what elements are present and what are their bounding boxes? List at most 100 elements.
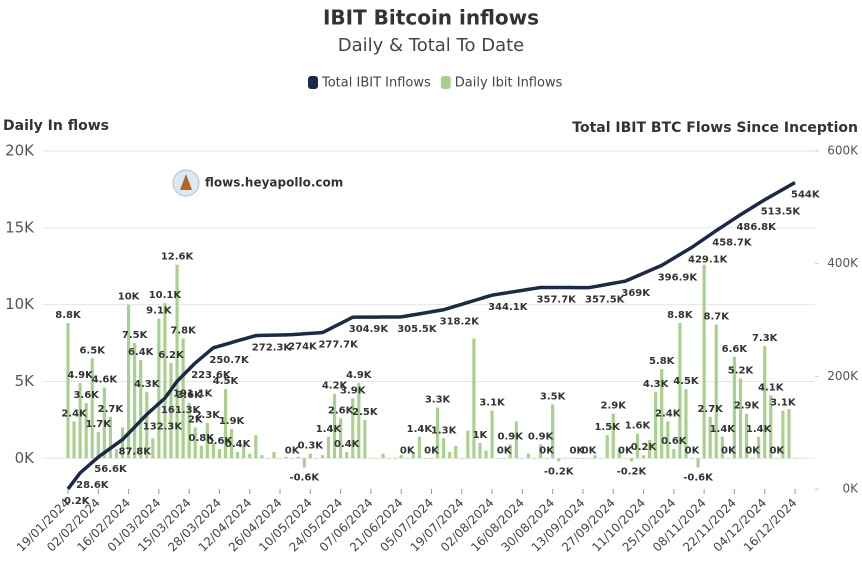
data-label: 4.9K xyxy=(346,370,373,381)
data-label: 2.6K xyxy=(328,405,355,416)
bar xyxy=(169,363,173,459)
bar xyxy=(684,389,688,459)
bar xyxy=(593,455,597,459)
bar xyxy=(248,453,252,459)
bar xyxy=(738,378,743,459)
data-label: 8.8K xyxy=(55,310,82,321)
data-label: 0K xyxy=(539,445,555,456)
data-label: 4.5K xyxy=(213,376,240,387)
data-label: 2.4K xyxy=(61,408,88,419)
bar xyxy=(211,442,215,459)
data-label: 3.5K xyxy=(540,392,567,403)
data-label: 0K xyxy=(285,445,301,456)
bar xyxy=(744,413,749,459)
y-tick-label: 5K xyxy=(15,372,36,390)
data-label: 2.3K xyxy=(195,410,222,421)
bar xyxy=(708,416,712,459)
data-label: 1.6K xyxy=(625,421,652,432)
data-label: 1.4K xyxy=(316,424,343,435)
data-label: 161.3K xyxy=(161,405,202,416)
bar xyxy=(629,458,634,462)
data-label: 5.2K xyxy=(728,365,755,376)
bar xyxy=(284,456,288,459)
bar xyxy=(363,419,367,459)
bar xyxy=(569,458,573,459)
data-label: 1.5K xyxy=(594,422,621,433)
bar xyxy=(648,439,652,459)
data-label: 0K xyxy=(685,445,701,456)
data-label: 0K xyxy=(618,445,634,456)
bar xyxy=(750,458,755,459)
y2-tick-label: 400K xyxy=(827,256,859,270)
bar xyxy=(332,393,337,459)
bar xyxy=(484,450,488,459)
bar xyxy=(714,324,718,459)
bar xyxy=(605,435,609,459)
bar xyxy=(193,427,197,459)
data-label: 6.6K xyxy=(722,344,749,355)
y2-axis-title: Total IBIT BTC Flows Since Inception xyxy=(572,120,858,136)
data-label: 1K xyxy=(473,430,489,441)
data-label: 357.7K xyxy=(537,294,578,305)
data-label: 4.5K xyxy=(673,376,700,387)
bar xyxy=(320,455,325,459)
bar xyxy=(369,458,373,459)
bar xyxy=(223,389,228,459)
bar xyxy=(242,445,246,459)
bar xyxy=(411,452,415,459)
data-label: 4.6K xyxy=(92,375,119,386)
bar xyxy=(229,429,234,459)
data-label: 8.8K xyxy=(667,310,694,321)
bar xyxy=(508,444,512,459)
bar xyxy=(102,387,106,459)
bar xyxy=(90,358,94,459)
bar xyxy=(205,422,209,459)
bar xyxy=(678,323,682,459)
bar xyxy=(769,395,773,459)
bar xyxy=(775,458,779,459)
bar xyxy=(145,392,149,459)
data-label: 0.2K xyxy=(631,442,658,453)
bar xyxy=(345,452,349,459)
bar xyxy=(351,398,355,459)
data-label: 7.8K xyxy=(170,325,197,336)
bar xyxy=(654,392,658,459)
bar xyxy=(563,458,567,459)
bar xyxy=(278,458,282,459)
bar xyxy=(381,453,385,459)
y-tick-label: 20K xyxy=(5,142,35,160)
bar xyxy=(696,458,700,468)
bar xyxy=(139,359,143,459)
bar xyxy=(272,452,276,459)
data-label: 0K xyxy=(424,445,440,456)
data-label: 272.3K xyxy=(252,343,293,354)
data-label: -0.2K xyxy=(617,466,648,477)
data-label: 0K xyxy=(400,445,416,456)
bar xyxy=(635,433,640,459)
data-label: -0.2K xyxy=(544,466,575,477)
data-label: 3.1K xyxy=(770,398,797,409)
legend-swatch xyxy=(440,76,451,89)
bar xyxy=(417,436,421,459)
bar xyxy=(502,458,506,459)
bar xyxy=(454,445,458,459)
data-label: 132.3K xyxy=(143,421,184,432)
bar xyxy=(199,445,203,459)
bar xyxy=(442,438,446,459)
bar xyxy=(326,436,331,459)
data-label: 1.3K xyxy=(431,425,458,436)
data-label: 429.1K xyxy=(688,254,729,265)
bar xyxy=(435,407,440,459)
bar xyxy=(672,449,676,459)
data-label: 486.8K xyxy=(736,222,777,233)
bar xyxy=(120,427,125,459)
data-label: 1.4K xyxy=(746,424,773,435)
data-label: 369K xyxy=(621,288,651,299)
data-label: 4.3K xyxy=(643,379,670,390)
y-tick-label: 10K xyxy=(5,295,35,313)
data-label: 1.4K xyxy=(407,424,434,435)
bar xyxy=(763,346,767,459)
data-label: 9.1K xyxy=(146,305,173,316)
y2-tick-label: 200K xyxy=(827,369,859,383)
data-label: 357.5K xyxy=(585,295,626,306)
